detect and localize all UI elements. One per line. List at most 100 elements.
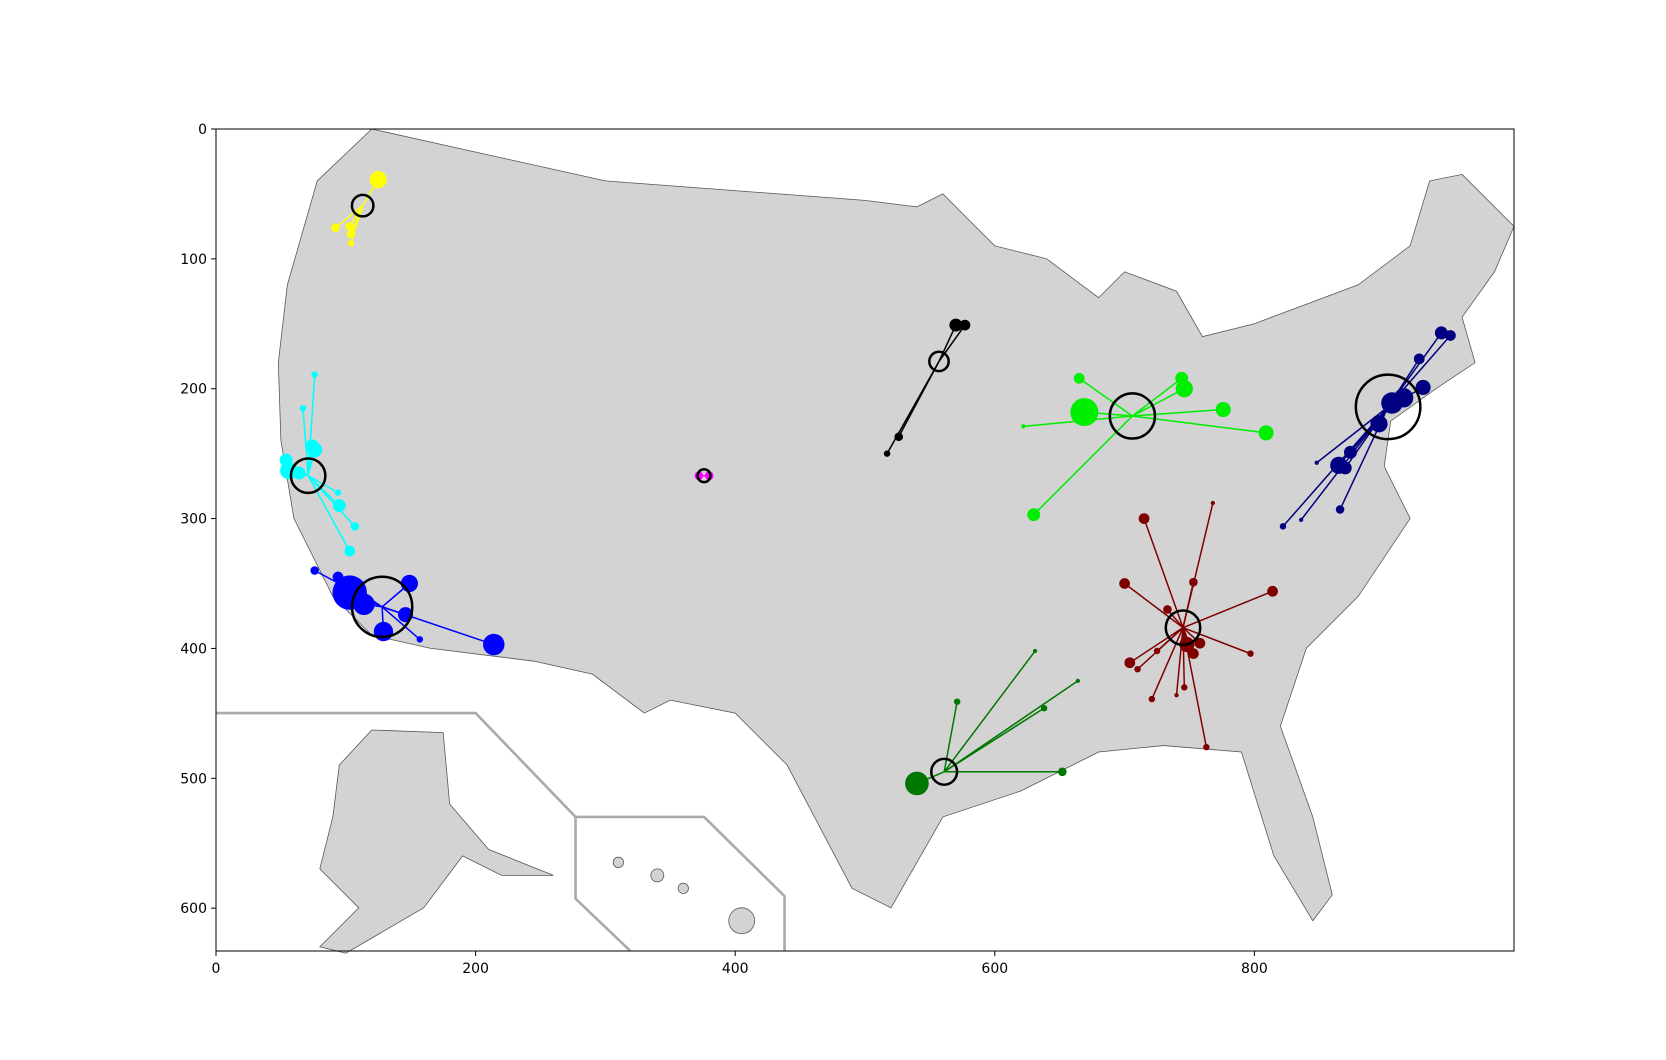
point xyxy=(1381,392,1403,414)
cluster-center xyxy=(1354,373,1422,441)
point xyxy=(1075,678,1081,684)
link-line xyxy=(1129,627,1184,664)
point xyxy=(905,771,929,796)
point xyxy=(959,319,971,331)
point xyxy=(334,489,342,496)
us-map xyxy=(277,128,1515,922)
link-line xyxy=(307,475,356,527)
cluster-center xyxy=(930,757,959,786)
axes-frame xyxy=(215,128,1515,952)
point xyxy=(1189,577,1198,587)
point xyxy=(1027,508,1041,522)
point xyxy=(894,432,904,442)
point xyxy=(1338,461,1352,475)
point xyxy=(1344,445,1357,459)
point xyxy=(400,574,419,593)
point xyxy=(1163,605,1172,614)
point xyxy=(310,566,319,575)
link-line xyxy=(1182,582,1195,628)
link-line xyxy=(1132,408,1224,417)
cluster-center xyxy=(928,350,950,373)
point xyxy=(1188,648,1199,660)
cluster-center xyxy=(696,468,712,484)
link-line xyxy=(381,606,421,640)
link-line xyxy=(1143,518,1184,628)
point xyxy=(347,240,355,247)
link-line xyxy=(943,650,1036,773)
point xyxy=(373,621,394,642)
point xyxy=(1148,695,1156,703)
point xyxy=(1215,401,1231,418)
point xyxy=(1073,372,1085,384)
map-background xyxy=(216,128,1515,954)
point xyxy=(346,229,356,239)
point xyxy=(1175,380,1193,398)
point xyxy=(1415,379,1431,395)
point xyxy=(416,636,424,643)
point xyxy=(345,222,354,231)
point xyxy=(1314,460,1319,465)
point xyxy=(1119,578,1130,589)
link-line xyxy=(1182,626,1251,655)
point xyxy=(949,318,963,332)
cluster-center xyxy=(350,575,414,639)
y-tick-label: 300 xyxy=(180,512,207,528)
point xyxy=(332,499,346,513)
point xyxy=(299,404,307,412)
x-tick-label: 0 xyxy=(212,961,221,977)
point xyxy=(369,171,387,189)
point xyxy=(1057,767,1067,777)
point xyxy=(1247,650,1254,657)
point xyxy=(1040,704,1048,712)
point xyxy=(1124,657,1136,669)
point xyxy=(1174,693,1179,698)
point xyxy=(292,466,306,480)
point xyxy=(331,223,340,232)
y-tick-label: 400 xyxy=(180,641,207,657)
y-tick-label: 100 xyxy=(180,252,207,268)
point xyxy=(1434,326,1448,340)
link-line xyxy=(1132,388,1185,417)
point xyxy=(1258,425,1274,441)
x-tick-label: 800 xyxy=(1241,961,1268,977)
point xyxy=(1298,517,1304,523)
x-tick-label: 600 xyxy=(981,961,1008,977)
point xyxy=(1210,500,1216,506)
point xyxy=(344,545,356,557)
point xyxy=(1203,743,1210,751)
link-line xyxy=(1182,627,1186,688)
link-line xyxy=(938,324,957,362)
point xyxy=(1445,330,1456,341)
link-line xyxy=(334,205,364,229)
hawaii xyxy=(612,856,756,935)
point xyxy=(1335,505,1345,514)
point xyxy=(1279,523,1287,530)
x-tick-label: 400 xyxy=(722,961,749,977)
point xyxy=(311,371,318,378)
point xyxy=(1070,398,1099,427)
cluster-center xyxy=(1108,392,1157,440)
y-tick-label: 200 xyxy=(180,382,207,398)
link-line xyxy=(1124,582,1184,629)
inset-borders xyxy=(216,711,786,952)
cluster-center xyxy=(350,193,375,218)
cluster-center xyxy=(289,457,327,495)
point xyxy=(1267,585,1278,597)
link-line xyxy=(938,324,966,362)
y-tick-label: 600 xyxy=(180,901,207,917)
link-line xyxy=(1131,377,1183,417)
point xyxy=(483,633,505,656)
link-line xyxy=(302,408,309,476)
link-line xyxy=(1151,627,1184,700)
point xyxy=(1032,648,1038,654)
y-tick-label: 0 xyxy=(198,122,207,138)
point xyxy=(1370,415,1388,433)
point xyxy=(350,522,360,531)
point xyxy=(953,698,961,705)
point xyxy=(307,442,323,458)
point xyxy=(1021,424,1026,429)
y-tick-label: 500 xyxy=(180,771,207,787)
x-tick-label: 200 xyxy=(462,961,489,977)
link-line xyxy=(943,680,1079,773)
